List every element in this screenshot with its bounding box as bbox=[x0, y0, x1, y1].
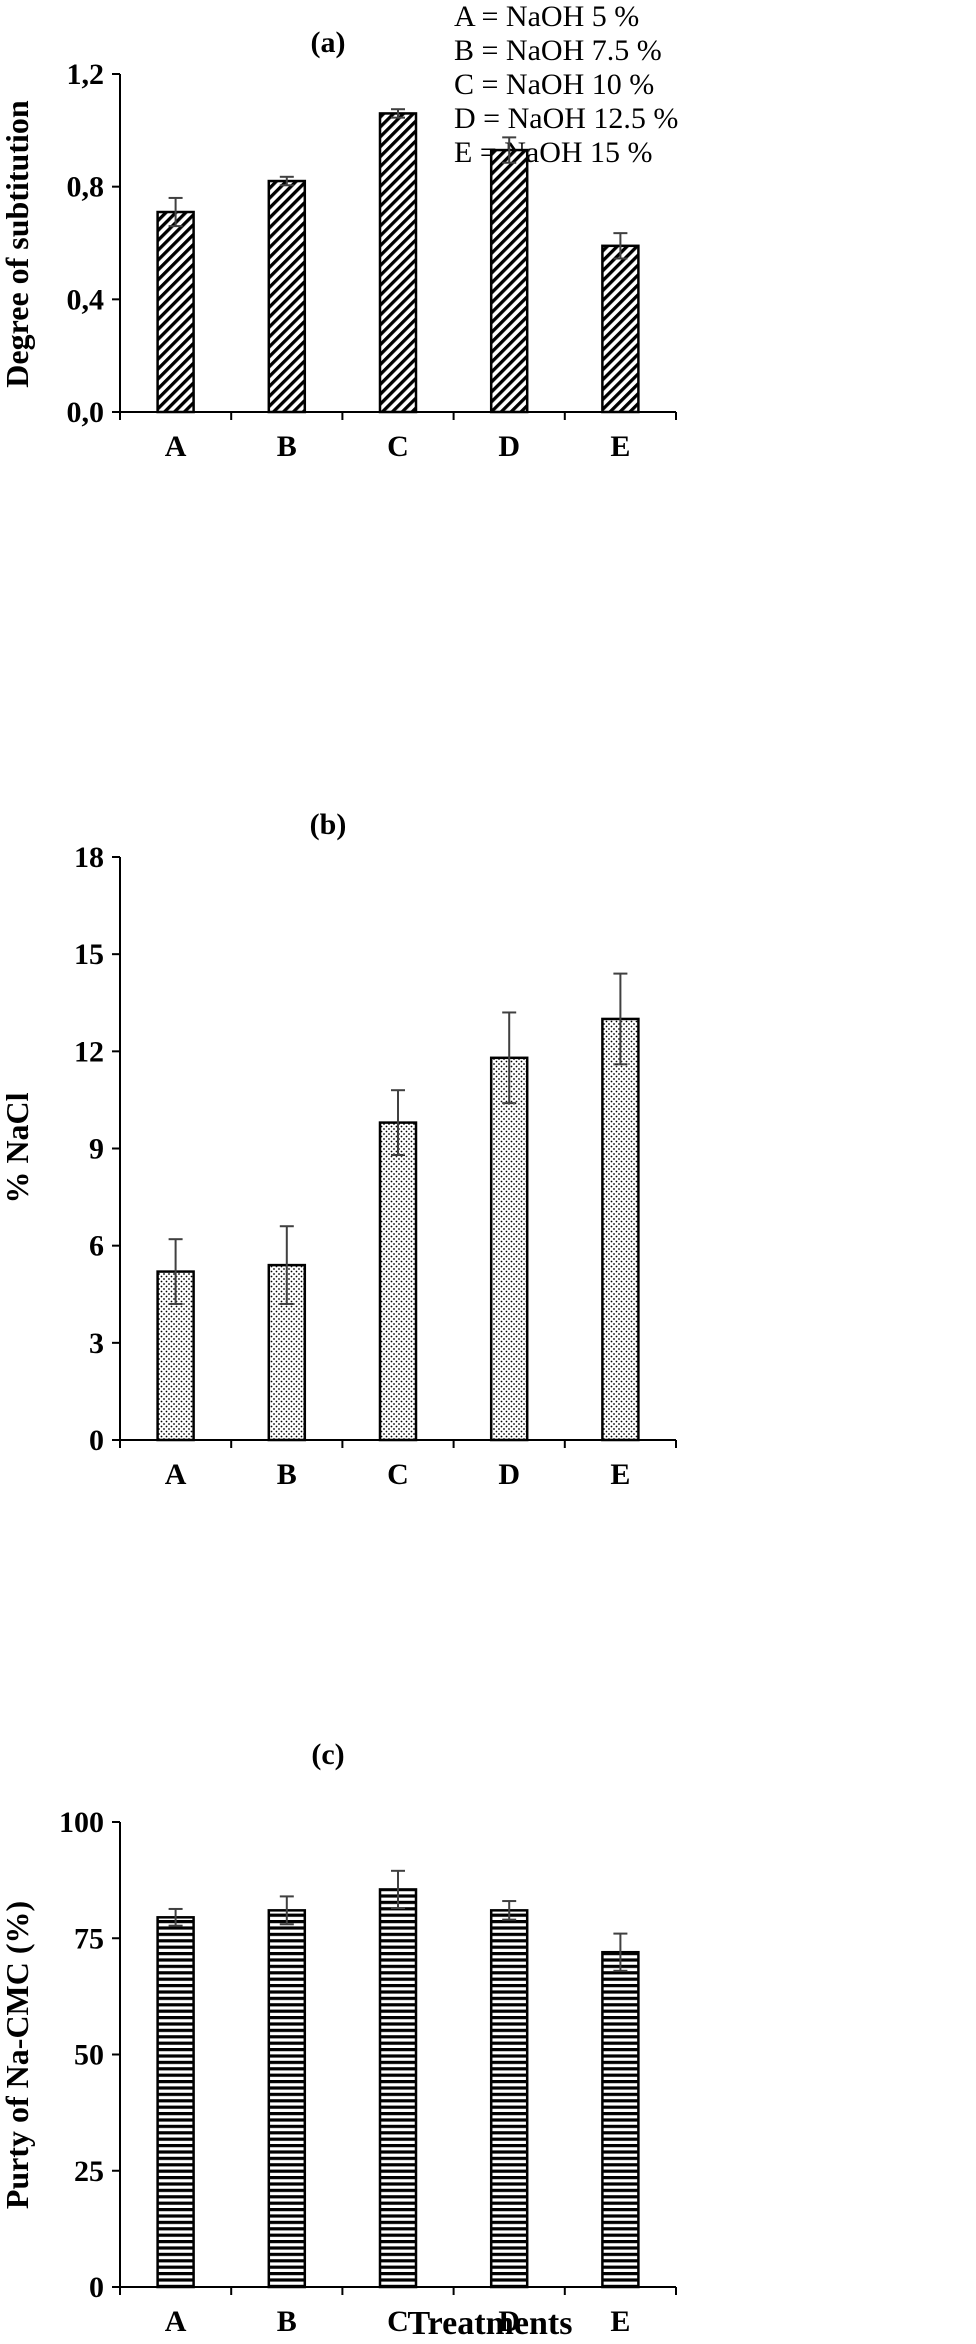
y-tick-label-c: 25 bbox=[74, 2155, 104, 2188]
error-bar-b-c bbox=[391, 1089, 405, 1156]
bar-c-e bbox=[601, 1950, 640, 2289]
y-tick-label-a: 0,8 bbox=[67, 171, 105, 204]
chart-panel-a: (a) Degree of subtitution 0,0 0,4 0,8 1,2 A B… bbox=[0, 26, 677, 463]
plot-area-a: 0,0 0,4 0,8 1,2 A B C D E bbox=[67, 58, 677, 463]
y-tick-label-c: 75 bbox=[74, 1922, 104, 1955]
bar-a-d bbox=[489, 148, 529, 414]
x-tick-label-b-b: B bbox=[277, 1458, 297, 1491]
bar-b-d bbox=[489, 1056, 529, 1442]
bar-a-a bbox=[156, 210, 195, 414]
y-tick-label-b: 0 bbox=[89, 1424, 104, 1457]
x-tick-label-a-b: B bbox=[277, 430, 297, 463]
y-tick-label-b: 3 bbox=[89, 1327, 104, 1360]
bar-c-a bbox=[156, 1916, 195, 2289]
legend-entry-e: E = NaOH 15 % bbox=[454, 136, 653, 169]
bar-b-c bbox=[378, 1121, 418, 1442]
x-tick-label-b-a: A bbox=[165, 1458, 187, 1491]
bar-b-e bbox=[601, 1017, 640, 1442]
legend: A = NaOH 5 % B = NaOH 7.5 % C = NaOH 10 … bbox=[454, 0, 678, 169]
error-bar-a-e bbox=[613, 232, 628, 260]
y-tick-label-a: 1,2 bbox=[67, 58, 105, 91]
y-tick-label-a: 0,4 bbox=[67, 283, 105, 316]
y-tick-label-b: 18 bbox=[74, 841, 104, 874]
error-bar-a-d bbox=[502, 136, 517, 164]
x-tick-label-c-a: A bbox=[165, 2305, 187, 2338]
error-bar-b-b bbox=[279, 1225, 294, 1305]
x-tick-label-a-c: C bbox=[387, 430, 409, 463]
bar-a-c bbox=[378, 112, 418, 414]
x-tick-label-a-d: D bbox=[498, 430, 520, 463]
legend-entry-d: D = NaOH 12.5 % bbox=[454, 102, 678, 135]
error-bar-a-b bbox=[279, 175, 294, 187]
error-bar-b-e bbox=[613, 972, 628, 1066]
legend-entry-b: B = NaOH 7.5 % bbox=[454, 34, 662, 67]
error-bar-c-d bbox=[502, 1900, 517, 1921]
error-bar-a-c bbox=[391, 108, 405, 119]
x-tick-label-b-d: D bbox=[498, 1458, 520, 1491]
bar-a-b bbox=[267, 179, 307, 414]
y-axis-title-b: % NaCl bbox=[0, 1092, 35, 1203]
legend-entry-c: C = NaOH 10 % bbox=[454, 68, 654, 101]
x-tick-label-b-c: C bbox=[387, 1458, 409, 1491]
y-tick-label-b: 9 bbox=[89, 1133, 104, 1166]
plot-area-c: 0 25 50 75 100 A B C D E bbox=[59, 1806, 677, 2338]
error-bar-b-a bbox=[168, 1238, 183, 1305]
bar-c-c bbox=[378, 1888, 418, 2289]
bar-c-b bbox=[267, 1909, 307, 2289]
error-bar-c-e bbox=[613, 1932, 628, 1972]
x-tick-label-c-c: C bbox=[387, 2305, 409, 2338]
x-tick-label-a-e: E bbox=[610, 430, 630, 463]
error-bar-c-a bbox=[168, 1907, 183, 1927]
x-axis-title-c: Treatments bbox=[408, 2305, 573, 2342]
y-tick-label-b: 6 bbox=[89, 1230, 104, 1263]
y-axis-title-a: Degree of subtitution bbox=[0, 100, 35, 388]
y-tick-label-c: 50 bbox=[74, 2039, 104, 2072]
legend-entry-a: A = NaOH 5 % bbox=[454, 0, 639, 33]
plot-area-b: 0 3 6 9 12 15 18 A B C D E bbox=[74, 841, 677, 1491]
panel-label-c: (c) bbox=[311, 1738, 344, 1771]
error-bar-c-b bbox=[279, 1895, 294, 1926]
y-axis-title-c: Purty of Na-CMC (%) bbox=[0, 1901, 35, 2209]
y-tick-label-c: 0 bbox=[89, 2271, 104, 2304]
chart-panel-b: (b) % NaCl 0 3 6 9 12 15 18 A B C D E bbox=[0, 808, 677, 1491]
x-tick-label-a-a: A bbox=[165, 430, 187, 463]
panel-label-a: (a) bbox=[311, 26, 346, 59]
panel-label-b: (b) bbox=[310, 808, 347, 841]
bar-a-e bbox=[601, 244, 640, 414]
y-tick-label-b: 12 bbox=[74, 1035, 104, 1068]
x-tick-label-c-d: D bbox=[498, 2305, 520, 2338]
y-tick-label-b: 15 bbox=[74, 938, 104, 971]
x-tick-label-c-e: E bbox=[610, 2305, 630, 2338]
error-bar-b-d bbox=[502, 1011, 517, 1105]
y-tick-label-c: 100 bbox=[59, 1806, 104, 1839]
bar-c-d bbox=[489, 1909, 529, 2289]
y-tick-label-a: 0,0 bbox=[67, 396, 105, 429]
error-bar-a-a bbox=[168, 196, 183, 228]
x-tick-label-c-b: B bbox=[277, 2305, 297, 2338]
x-tick-label-b-e: E bbox=[610, 1458, 630, 1491]
error-bar-c-c bbox=[391, 1869, 405, 1910]
